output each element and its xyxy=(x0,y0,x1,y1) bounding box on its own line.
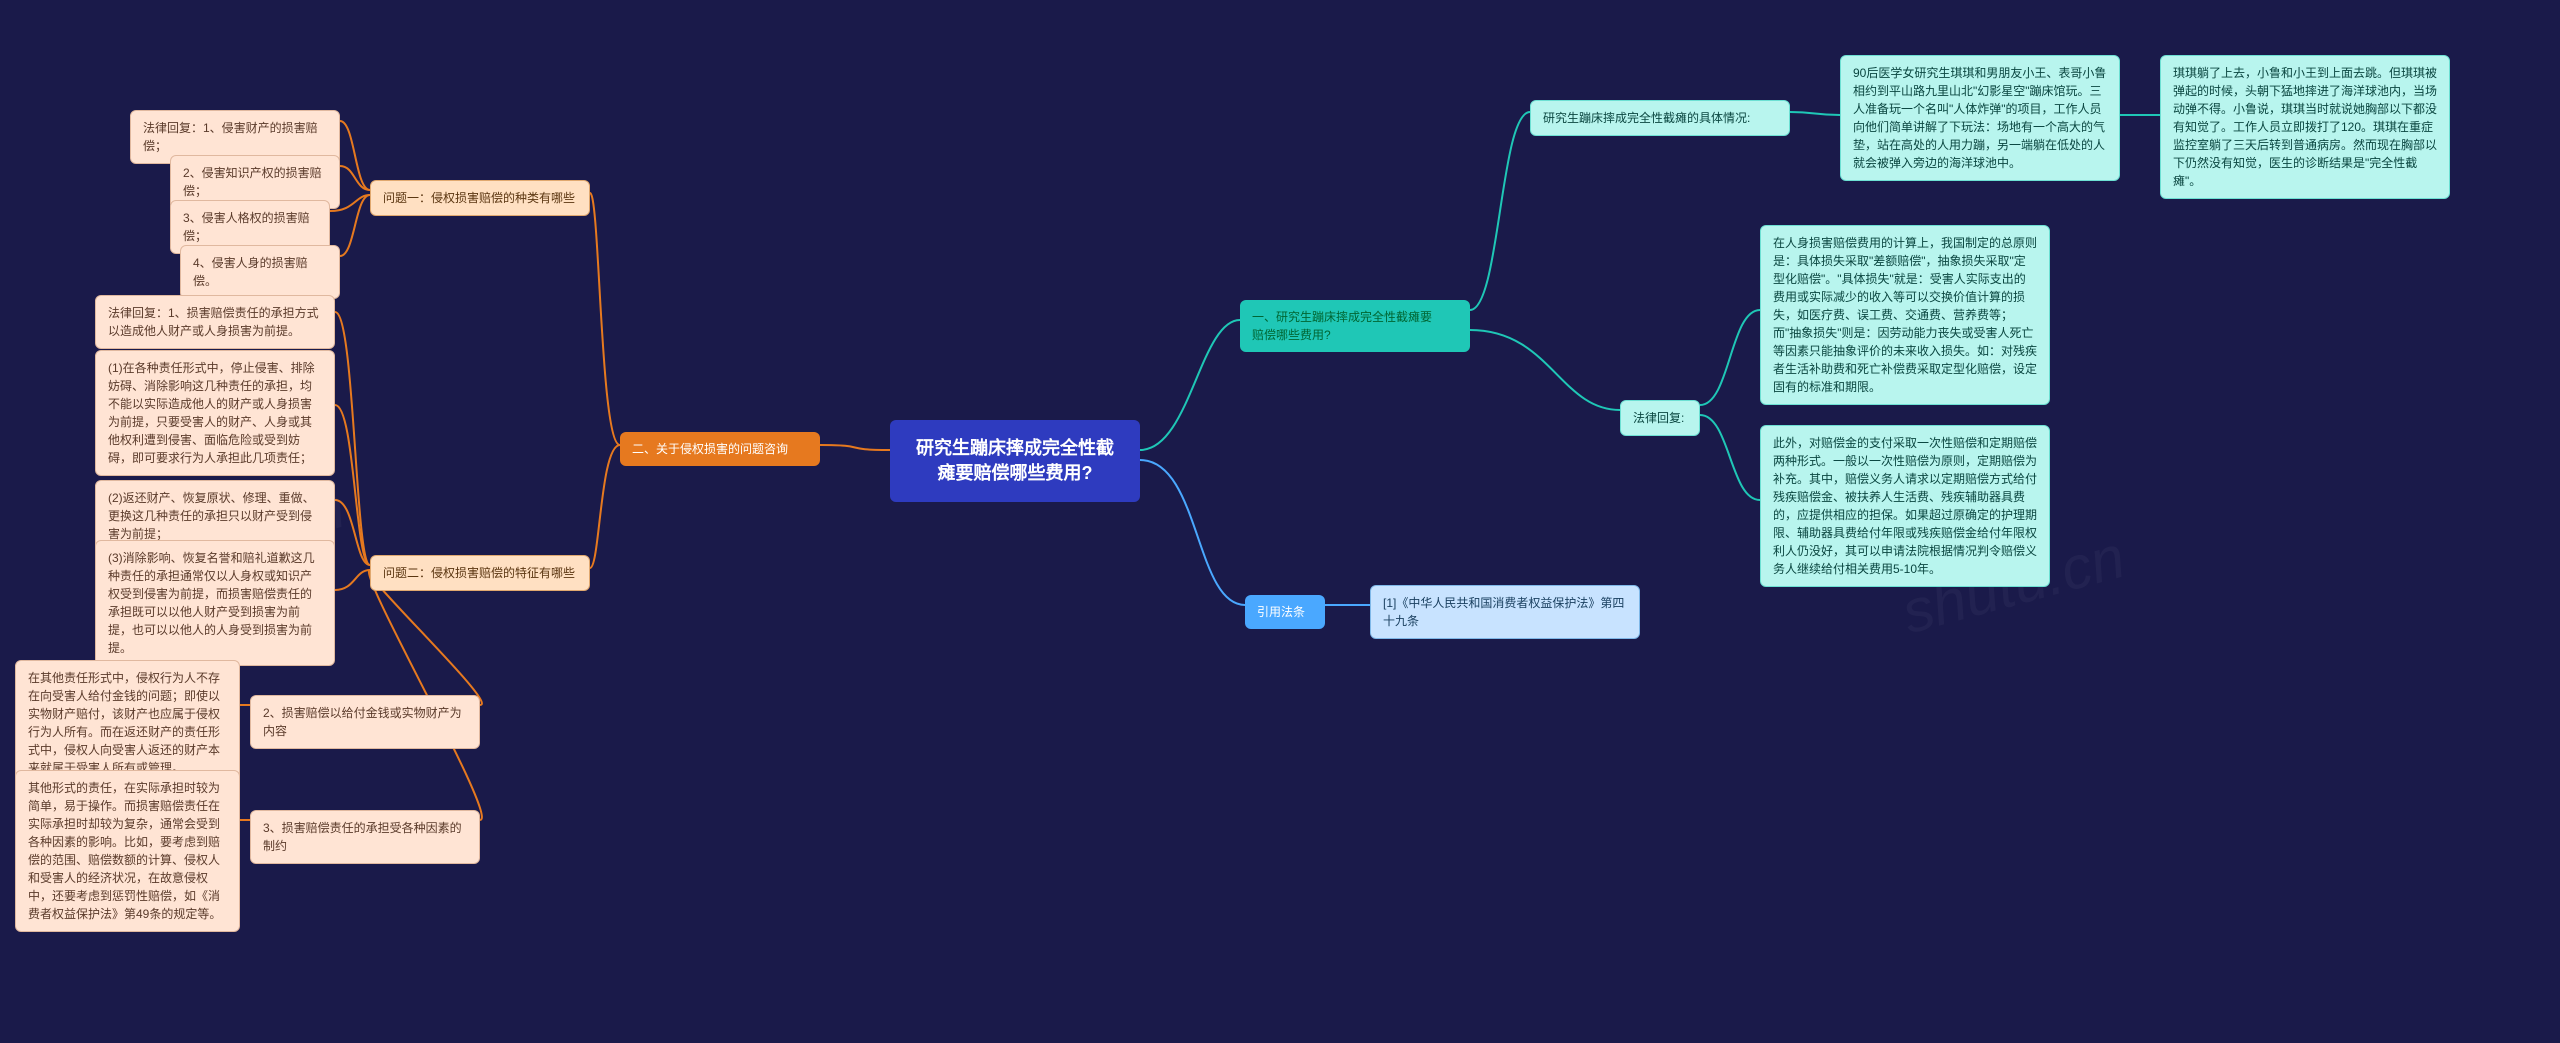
node-q2-f-sub: 其他形式的责任，在实际承担时较为简单，易于操作。而损害赔偿责任在实际承担时却较为… xyxy=(15,770,240,932)
node-law-article: [1]《中华人民共和国消费者权益保护法》第四十九条 xyxy=(1370,585,1640,639)
node-q2-f: 3、损害赔偿责任的承担受各种因素的制约 xyxy=(250,810,480,864)
node-q2-e-sub: 在其他责任形式中，侵权行为人不存在向受害人给付金钱的问题；即使以实物财产赔付，该… xyxy=(15,660,240,786)
node-case-detail-1: 90后医学女研究生琪琪和男朋友小王、表哥小鲁相约到平山路九里山北"幻影星空"蹦床… xyxy=(1840,55,2120,181)
node-q2-d: (3)消除影响、恢复名誉和赔礼道歉这几种责任的承担通常仅以人身权或知识产权受到侵… xyxy=(95,540,335,666)
node-q2-e: 2、损害赔偿以给付金钱或实物财产为内容 xyxy=(250,695,480,749)
node-q1-d: 4、侵害人身的损害赔偿。 xyxy=(180,245,340,299)
center-node[interactable]: 研究生蹦床摔成完全性截 瘫要赔偿哪些费用? xyxy=(890,420,1140,502)
branch-cited-law[interactable]: 引用法条 xyxy=(1245,595,1325,629)
node-legal-detail-2: 此外，对赔偿金的支付采取一次性赔偿和定期赔偿两种形式。一般以一次性赔偿为原则，定… xyxy=(1760,425,2050,587)
node-legal-detail-1: 在人身损害赔偿费用的计算上，我国制定的总原则是：具体损失采取"差额赔偿"，抽象损… xyxy=(1760,225,2050,405)
node-q2[interactable]: 问题二：侵权损害赔偿的特征有哪些 xyxy=(370,555,590,591)
branch-left-1[interactable]: 二、关于侵权损害的问题咨询 xyxy=(620,432,820,466)
node-case-detail-2: 琪琪躺了上去，小鲁和小王到上面去跳。但琪琪被弹起的时候，头朝下猛地摔进了海洋球池… xyxy=(2160,55,2450,199)
node-q1[interactable]: 问题一：侵权损害赔偿的种类有哪些 xyxy=(370,180,590,216)
node-q2-a: 法律回复：1、损害赔偿责任的承担方式以造成他人财产或人身损害为前提。 xyxy=(95,295,335,349)
node-q2-b: (1)在各种责任形式中，停止侵害、排除妨碍、消除影响这几种责任的承担，均不能以实… xyxy=(95,350,335,476)
branch-right-1[interactable]: 一、研究生蹦床摔成完全性截瘫要 赔偿哪些费用? xyxy=(1240,300,1470,352)
node-case[interactable]: 研究生蹦床摔成完全性截瘫的具体情况: xyxy=(1530,100,1790,136)
node-legal-reply[interactable]: 法律回复: xyxy=(1620,400,1700,436)
